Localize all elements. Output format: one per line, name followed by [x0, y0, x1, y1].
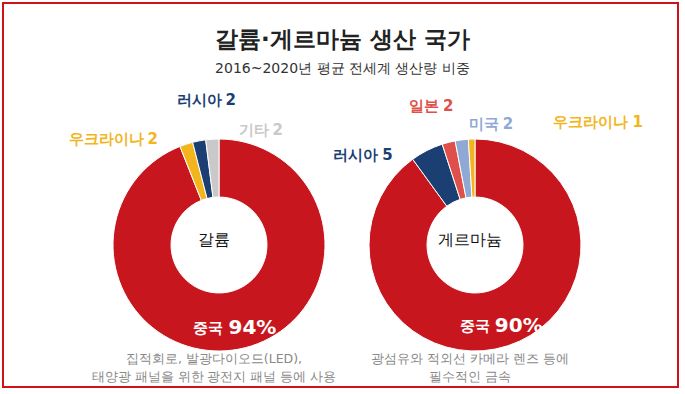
svg-text:우크라이나2: 우크라이나2 — [69, 130, 158, 148]
svg-text:일본2: 일본2 — [409, 96, 453, 114]
html-text:갈륨: 갈륨 — [198, 230, 230, 249]
html-text:집적회로, 발광다이오드(LED),: 집적회로, 발광다이오드(LED), — [125, 351, 303, 366]
html-text:갈륨·게르마늄 생산 국가: 갈륨·게르마늄 생산 국가 — [215, 26, 470, 52]
svg-text:중국90%: 중국90% — [460, 312, 543, 336]
svg-text:미국2: 미국2 — [469, 115, 513, 133]
html-text:2016~2020년 평균 전세계 생산량 비중: 2016~2020년 평균 전세계 생산량 비중 — [215, 60, 470, 76]
svg-text:기타2: 기타2 — [239, 121, 283, 139]
html-text:게르마늄: 게르마늄 — [438, 230, 502, 249]
svg-text:러시아2: 러시아2 — [177, 90, 236, 108]
svg-text:러시아5: 러시아5 — [333, 146, 392, 164]
svg-text:우크라이나1: 우크라이나1 — [553, 112, 642, 130]
html-text:태양광 패널을 위한 광전지 패널 등에 사용: 태양광 패널을 위한 광전지 패널 등에 사용 — [91, 369, 337, 384]
svg-text:중국94%: 중국94% — [193, 315, 276, 339]
html-text:필수적인 금속: 필수적인 금속 — [429, 369, 511, 384]
html-text:광섬유와 적외선 카메라 렌즈 등에: 광섬유와 적외선 카메라 렌즈 등에 — [371, 351, 569, 366]
